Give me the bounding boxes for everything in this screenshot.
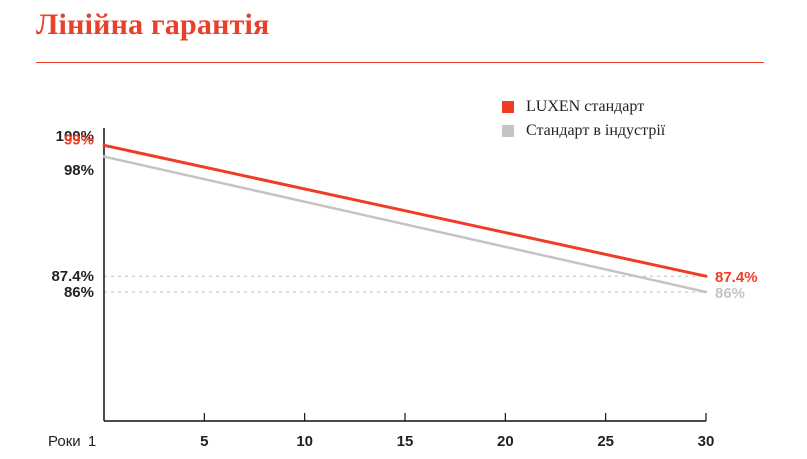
x-start-label: 1	[88, 433, 96, 450]
series-end-label-0: 87.4%	[715, 269, 758, 286]
x-tick-label-25: 25	[597, 433, 614, 450]
legend-item-luxen: LUXEN стандарт	[502, 95, 665, 119]
legend-swatch-industry	[502, 125, 514, 137]
legend-label-industry: Стандарт в індустрії	[526, 122, 666, 139]
y-tick-label-1: 98%	[64, 162, 94, 179]
legend-label-luxen: LUXEN стандарт	[526, 98, 645, 115]
legend-swatch-luxen	[502, 101, 514, 113]
x-tick-label-20: 20	[497, 433, 514, 450]
page-title: Лінійна гарантія	[36, 8, 270, 41]
x-axis-label: Роки	[48, 433, 81, 450]
y-tick-label-2: 87.4%	[51, 268, 94, 285]
title-divider	[36, 62, 764, 63]
series-line-1	[102, 155, 708, 294]
series-line-0	[102, 143, 708, 278]
series-start-label-0: 99%	[64, 131, 94, 148]
series-end-label-1: 86%	[715, 285, 745, 302]
x-tick-label-15: 15	[397, 433, 414, 450]
chart-legend: LUXEN стандарт Стандарт в індустрії	[502, 95, 665, 143]
y-tick-label-0: 100%	[56, 128, 94, 145]
legend-item-industry: Стандарт в індустрії	[502, 119, 665, 143]
x-tick-label-10: 10	[296, 433, 313, 450]
x-tick-label-5: 5	[200, 433, 208, 450]
y-tick-label-3: 86%	[64, 284, 94, 301]
x-tick-label-30: 30	[698, 433, 715, 450]
